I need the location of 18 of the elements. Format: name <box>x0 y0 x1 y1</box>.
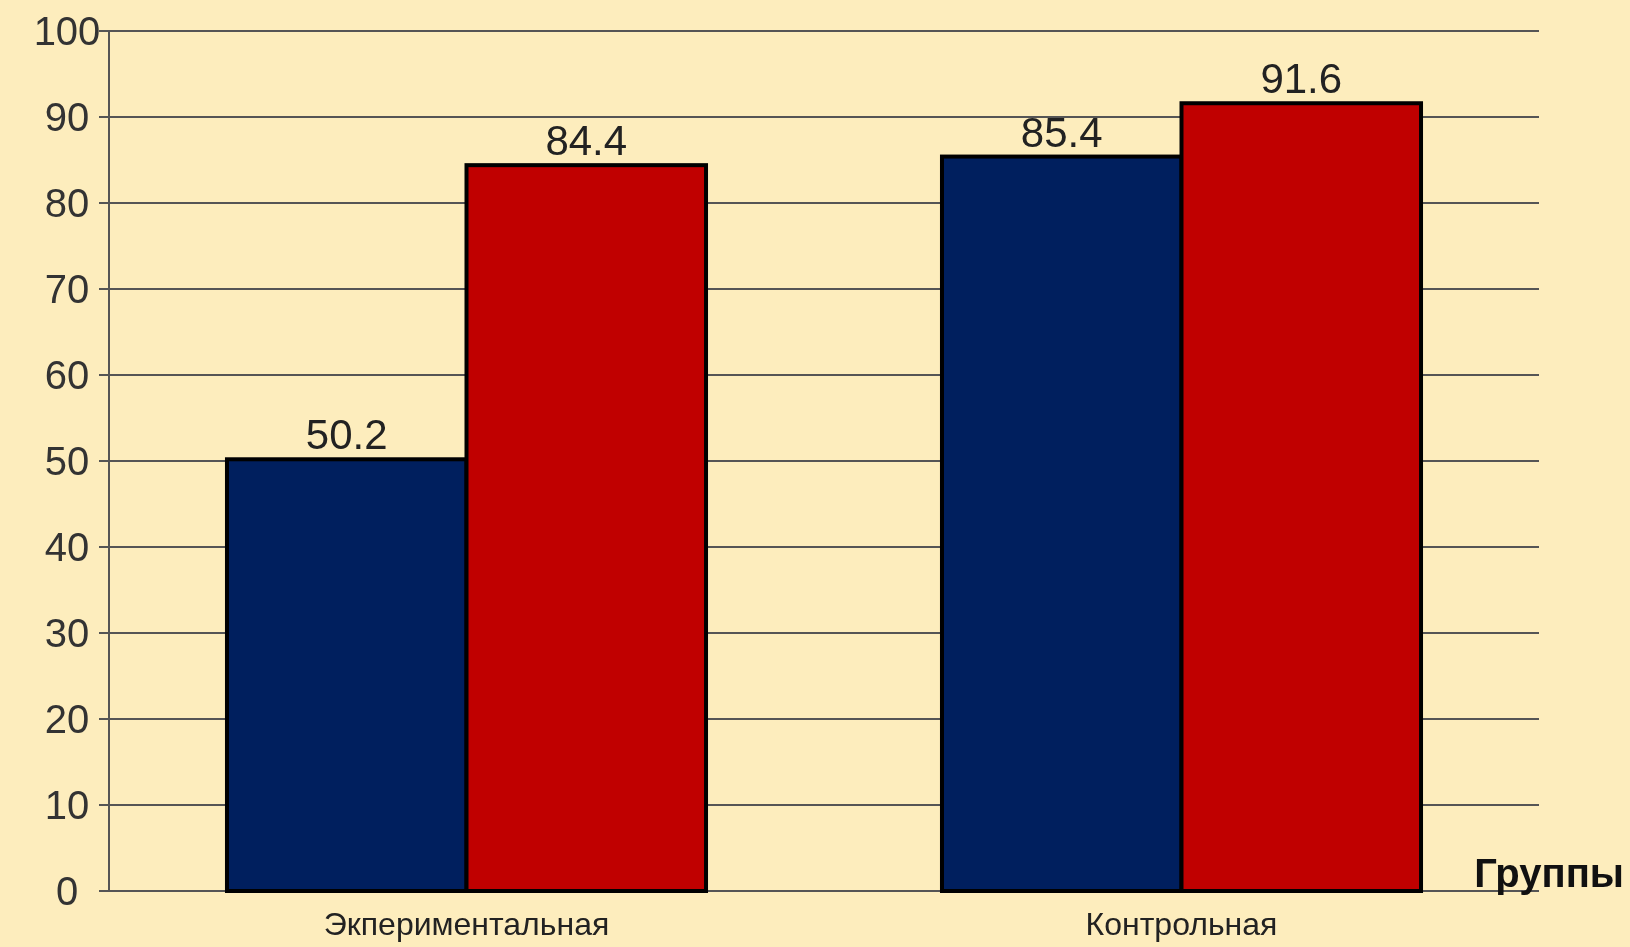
y-tick-label: 20 <box>44 697 90 741</box>
y-tick-label: 40 <box>44 525 90 569</box>
data-label: 85.4 <box>1020 108 1103 156</box>
data-label: 50.2 <box>305 411 388 459</box>
y-tick-label: 10 <box>44 783 90 827</box>
x-tick-label: Контрольная <box>1085 906 1278 942</box>
data-label: 91.6 <box>1260 55 1343 103</box>
y-tick-label: 0 <box>55 869 79 913</box>
y-tick-label: 30 <box>44 611 90 655</box>
y-tick-label: 50 <box>44 439 90 483</box>
y-tick-label: 100 <box>33 9 101 53</box>
x-tick-label: Экпериментальная <box>323 906 610 942</box>
y-tick-label: 80 <box>44 181 90 225</box>
y-tick-label: 60 <box>44 353 90 397</box>
data-label: 84.4 <box>545 117 628 165</box>
y-tick-label: 70 <box>44 267 90 311</box>
y-tick-label: 90 <box>44 95 90 139</box>
x-axis-title: Группы <box>1474 851 1624 895</box>
